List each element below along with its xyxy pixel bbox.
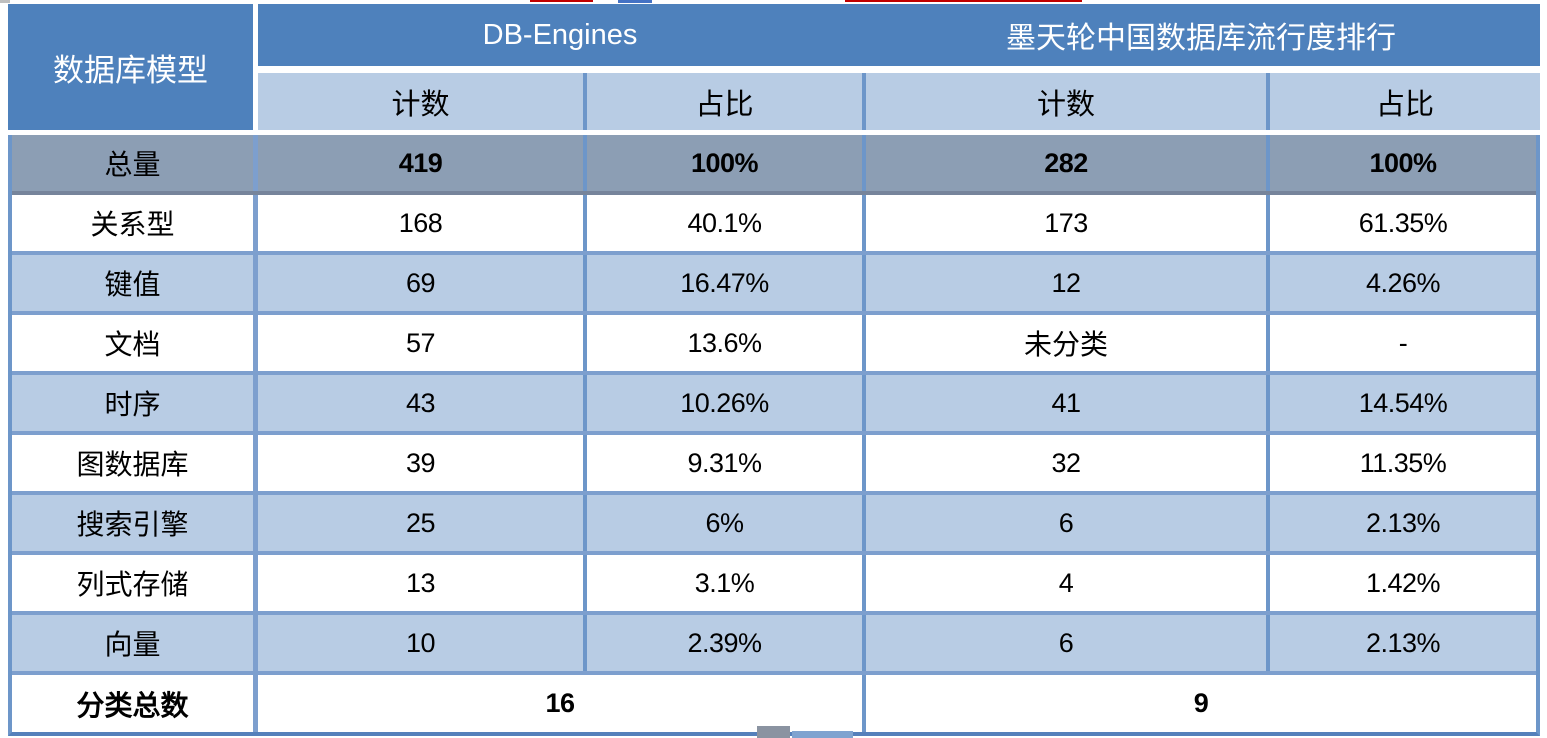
table-cell: 16.47% (587, 255, 866, 311)
row-label: 总量 (12, 135, 258, 191)
table-cell: 11.35% (1359, 447, 1447, 478)
table-cell: 57 (258, 315, 587, 371)
table-row-total: 总量 419 100% 282 100% (12, 135, 1536, 195)
table-cell: 6 (866, 495, 1270, 551)
table-row: 关系型 168 40.1% 173 61.35% (12, 195, 1536, 255)
group-header-motianlun: 墨天轮中国数据库流行度排行 (1006, 22, 1396, 55)
table-cell: 12 (866, 255, 1270, 311)
group-header-db-engines: DB-Engines (482, 18, 638, 51)
row-label: 搜索引擎 (12, 495, 258, 551)
scrollbar-fragment-gray (757, 726, 790, 738)
header-body-gap (8, 130, 1540, 135)
table-cell-merged: 9 (1193, 688, 1209, 718)
table-cell: 10.26% (587, 375, 866, 431)
table-cell: 10 (258, 615, 587, 671)
table-cell: 173 (866, 195, 1270, 251)
table-cell: 61.35% (1358, 207, 1448, 238)
table-cell: 25 (258, 495, 587, 551)
row-label: 时序 (12, 375, 258, 431)
table-cell: 39 (258, 435, 587, 491)
col-header-dbengines-count: 计数 (258, 73, 587, 130)
row-label: 分类总数 (12, 675, 258, 732)
table-cell: 100% (587, 135, 866, 191)
row-label: 键值 (12, 255, 258, 311)
table-cell: 43 (258, 375, 587, 431)
scrollbar-fragment-blue (792, 731, 853, 738)
table-cell: 282 (866, 135, 1270, 191)
table-cell: 9.31% (587, 435, 866, 491)
row-label: 关系型 (12, 195, 258, 251)
table-body: 总量 419 100% 282 100% 关系型 168 40.1% 173 6… (8, 135, 1540, 736)
table-cell: 1.42% (1365, 567, 1441, 598)
table-header: 数据库模型 DB-Engines 墨天轮中国数据库流行度排行 计数 占比 计数 … (8, 4, 1540, 130)
table-cell: 41 (866, 375, 1270, 431)
col-header-dbengines-share: 占比 (587, 73, 866, 130)
table-cell: 4.26% (1365, 267, 1441, 298)
table-cell: 6 (866, 615, 1270, 671)
table-cell: - (1398, 327, 1408, 358)
row-label: 图数据库 (12, 435, 258, 491)
table-cell: 6% (587, 495, 866, 551)
table-row-summary: 分类总数 16 9 (12, 675, 1536, 732)
red-underline-artifact (845, 0, 1082, 2)
gray-edge-artifact (0, 0, 10, 3)
col-header-motianlun-count: 计数 (866, 73, 1270, 130)
table-row: 向量 10 2.39% 6 2.13% (12, 615, 1536, 675)
row-label: 列式存储 (12, 555, 258, 611)
table-row: 时序 43 10.26% 41 14.54% (12, 375, 1536, 435)
table-cell: 419 (258, 135, 587, 191)
table-cell: 13 (258, 555, 587, 611)
table-row: 图数据库 39 9.31% 32 11.35% (12, 435, 1536, 495)
table-cell: 100% (1369, 147, 1437, 178)
row-label: 向量 (12, 615, 258, 671)
table-cell: 未分类 (866, 315, 1270, 371)
table-cell: 69 (258, 255, 587, 311)
table-cell: 168 (258, 195, 587, 251)
table-cell: 2.13% (1365, 507, 1441, 538)
header-divider-gap (258, 66, 1540, 73)
sub-header-row: 计数 占比 计数 占比 (258, 73, 1540, 130)
corner-header-cell: 数据库模型 (8, 4, 258, 130)
table-row: 列式存储 13 3.1% 4 1.42% (12, 555, 1536, 615)
header-right: DB-Engines 墨天轮中国数据库流行度排行 计数 占比 计数 占比 (258, 4, 1540, 130)
table-cell: 4 (866, 555, 1270, 611)
table-cell: 2.13% (1365, 627, 1441, 658)
table-cell-merged: 16 (258, 675, 866, 732)
db-model-comparison-table: 数据库模型 DB-Engines 墨天轮中国数据库流行度排行 计数 占比 计数 … (8, 4, 1540, 736)
blue-underline-artifact (618, 0, 652, 3)
table-row: 文档 57 13.6% 未分类 - (12, 315, 1536, 375)
table-cell: 13.6% (587, 315, 866, 371)
table-cell: 2.39% (587, 615, 866, 671)
table-cell: 3.1% (587, 555, 866, 611)
table-row: 键值 69 16.47% 12 4.26% (12, 255, 1536, 315)
table-cell: 14.54% (1358, 387, 1448, 418)
table-row: 搜索引擎 25 6% 6 2.13% (12, 495, 1536, 555)
table-cell: 40.1% (587, 195, 866, 251)
red-underline-artifact (530, 0, 593, 2)
row-label: 文档 (12, 315, 258, 371)
col-header-motianlun-share: 占比 (1270, 73, 1540, 130)
table-cell: 32 (866, 435, 1270, 491)
group-header-band: DB-Engines 墨天轮中国数据库流行度排行 (258, 4, 1540, 66)
